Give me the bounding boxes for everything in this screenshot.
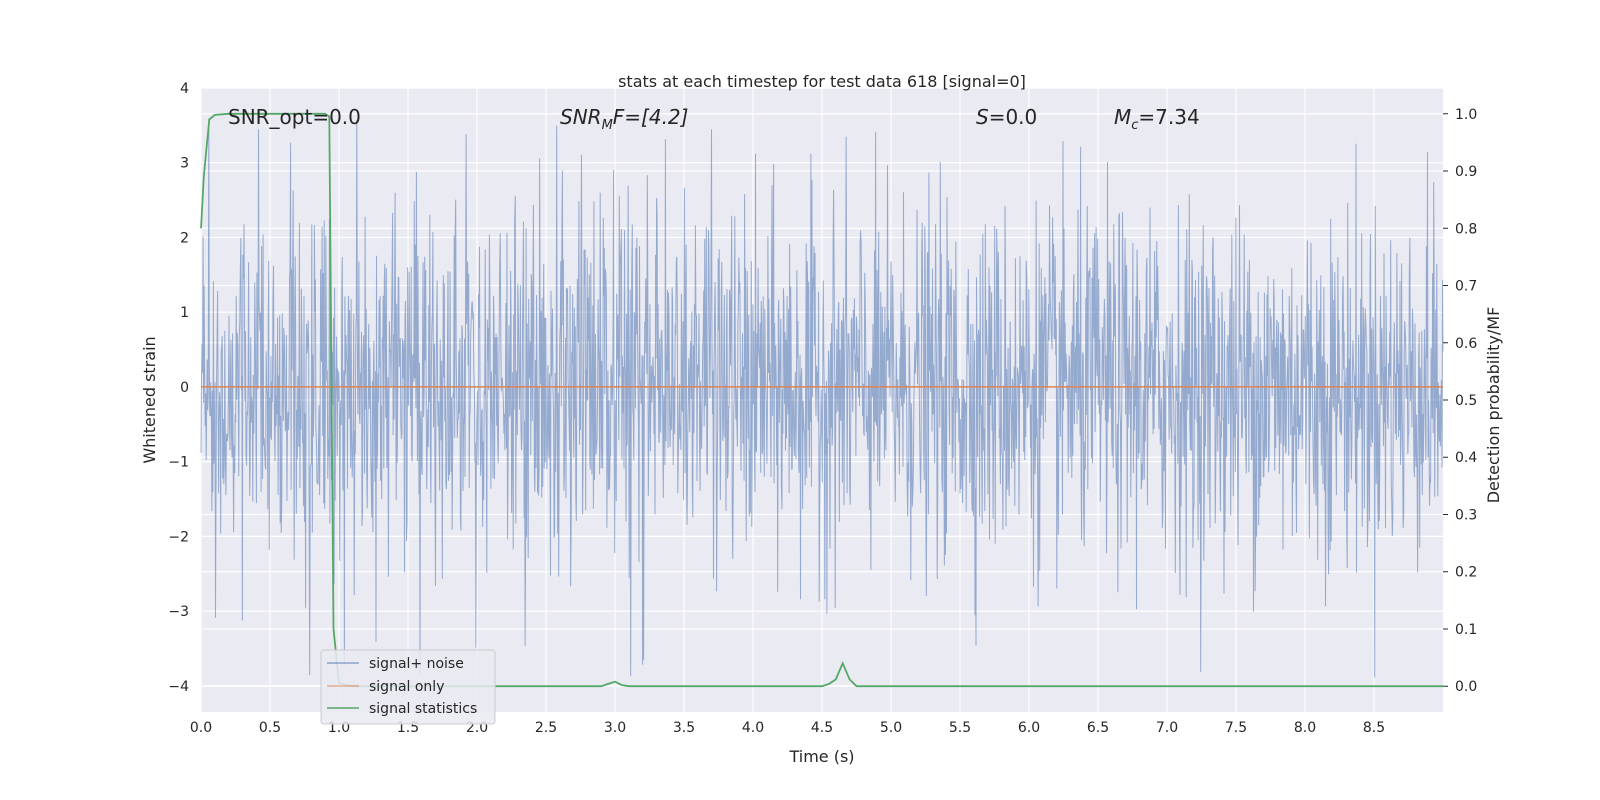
legend: signal+ noise signal only signal statist… [320,649,496,725]
legend-label-signal-statistics: signal statistics [369,701,477,717]
y2-tick-label: 0.5 [1455,393,1477,409]
chart-title: stats at each timestep for test data 618… [618,72,1026,91]
noise-line [200,118,1444,678]
signal-statistics-line [200,112,1443,688]
x-tick-label: 6.5 [1087,720,1109,736]
x-tick-label: 7.0 [1156,720,1178,736]
y2-tick-label: 1.0 [1455,107,1477,123]
x-tick-label: 8.0 [1294,720,1316,736]
annotation-mc-rest: =7.34 [1138,105,1199,129]
y-tick-label: −4 [168,679,189,695]
grid [200,87,1443,712]
annotation-mc-main: M [1114,105,1131,129]
annotation-snr-mf: SNRMF=[4.2] [560,105,688,133]
y-tick-label: −2 [168,529,189,545]
x-tick-label: 6.0 [1018,720,1040,736]
x-tick-label: 3.0 [604,720,626,736]
x-tick-label: 5.5 [949,720,971,736]
x-axis-label: Time (s) [788,747,854,766]
x-tick-label: 0.0 [190,720,212,736]
y-tick-label: 3 [180,156,189,172]
annotation-mc-sub: c [1131,118,1138,133]
x-tick-label: 3.5 [673,720,695,736]
annotation-mc: Mc=7.34 [1114,105,1200,133]
annotation-snr-opt: SNR_opt=0.0 [228,105,361,129]
annotation-snr-mf-sub: M [602,118,613,133]
y2-tick-label: 0.1 [1455,622,1477,638]
y-axis-label: Whitened strain [140,336,159,463]
annotation-s-main: S [976,105,989,129]
y2-tick-label: 0.0 [1455,679,1477,695]
x-tick-label: 4.0 [742,720,764,736]
y2-tick-label: 0.2 [1455,565,1477,581]
y2-tick-label: 0.8 [1455,221,1477,237]
y-tick-label: −1 [168,455,189,471]
y2-tick-label: 0.7 [1455,279,1477,295]
y-tick-label: 1 [180,305,189,321]
legend-label-signal-noise: signal+ noise [369,656,464,672]
x-tick-label: 2.5 [535,720,557,736]
y2-tick-label: 0.4 [1455,450,1477,466]
series-signal-statistics [200,112,1443,688]
ticks: 0.0 0.5 1.0 1.5 2.0 2.5 3.0 3.5 4.0 4.5 5.0 5.5 6.0 6… [168,81,1477,736]
x-tick-label: 5.0 [880,720,902,736]
y2-tick-label: 0.3 [1455,507,1477,523]
legend-box [320,649,496,725]
y2-tick-label: 0.9 [1455,164,1477,180]
annotation-s-rest: =0.0 [989,105,1038,129]
y2-axis-label: Detection probability/MF [1484,307,1503,504]
x-tick-label: 8.5 [1363,720,1385,736]
series-signal-noise [200,118,1444,678]
annotation-snr-mf-rest: F=[4.2] [613,105,689,129]
annotation-snr-mf-main: SNR [560,105,602,129]
x-tick-label: 0.5 [259,720,281,736]
x-tick-label: 4.5 [811,720,833,736]
x-tick-label: 7.5 [1225,720,1247,736]
y2-tick-label: 0.6 [1455,336,1477,352]
legend-label-signal-only: signal only [369,679,444,695]
y-tick-label: 0 [180,380,189,396]
y-tick-label: −3 [168,604,189,620]
y-tick-label: 4 [180,81,189,97]
y-tick-label: 2 [180,230,189,246]
annotation-s: S=0.0 [976,105,1037,129]
